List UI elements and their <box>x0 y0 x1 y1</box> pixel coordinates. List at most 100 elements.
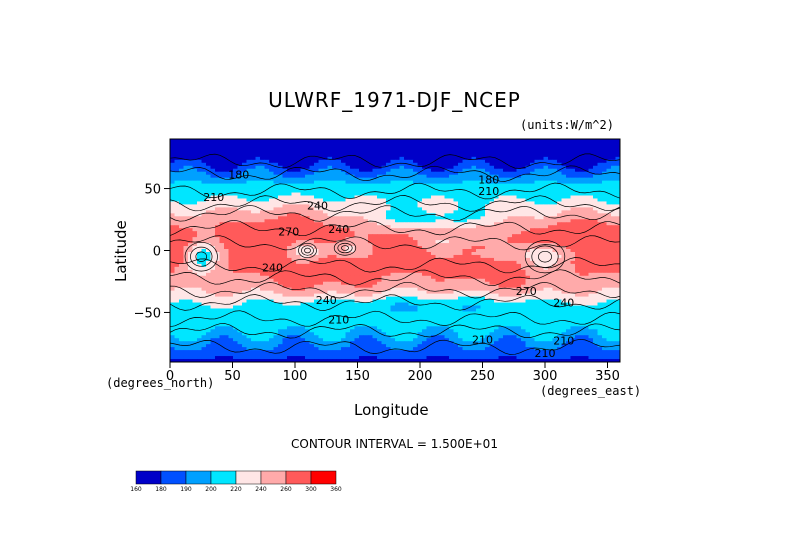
heatmap-cell <box>485 162 490 167</box>
heatmap-cell <box>584 246 589 250</box>
heatmap-cell <box>480 222 486 226</box>
heatmap-cell <box>548 284 553 289</box>
heatmap-cell <box>390 207 396 211</box>
heatmap-cell <box>602 225 607 229</box>
heatmap-cell <box>611 210 616 214</box>
heatmap-cell <box>269 254 274 259</box>
heatmap-cell <box>611 260 616 265</box>
heatmap-cell <box>255 269 261 274</box>
heatmap-cell <box>206 165 211 170</box>
heatmap-cell <box>390 150 396 155</box>
heatmap-cell <box>399 207 405 211</box>
heatmap-cell <box>408 177 414 182</box>
heatmap-cell <box>593 281 598 286</box>
heatmap-cell <box>503 195 508 199</box>
heatmap-cell <box>183 240 189 244</box>
heatmap-cell <box>210 174 216 179</box>
heatmap-cell <box>341 281 346 286</box>
heatmap-cell <box>606 174 612 179</box>
heatmap-cell <box>354 237 360 241</box>
heatmap-cell <box>575 204 580 208</box>
heatmap-cell <box>386 213 391 217</box>
heatmap-cell <box>417 168 423 173</box>
heatmap-cell <box>174 260 180 265</box>
heatmap-cell <box>291 168 297 173</box>
heatmap-cell <box>260 183 265 187</box>
heatmap-cell <box>561 228 567 232</box>
heatmap-cell <box>408 240 414 244</box>
heatmap-cell <box>485 228 490 232</box>
heatmap-cell <box>525 240 531 244</box>
heatmap-cell <box>602 162 607 167</box>
heatmap-cell <box>336 192 342 196</box>
heatmap-cell <box>503 180 508 184</box>
heatmap-cell <box>390 141 396 146</box>
heatmap-cell <box>453 162 459 167</box>
heatmap-cell <box>615 234 620 238</box>
heatmap-cell <box>615 260 620 265</box>
heatmap-cell <box>192 237 198 241</box>
heatmap-cell <box>593 147 598 152</box>
heatmap-cell <box>372 225 378 229</box>
heatmap-cell <box>512 192 517 196</box>
heatmap-cell <box>539 139 544 143</box>
heatmap-cell <box>251 257 256 262</box>
heatmap-cell <box>228 162 234 167</box>
heatmap-cell <box>242 139 247 143</box>
heatmap-cell <box>255 237 261 241</box>
heatmap-cell <box>359 278 364 283</box>
heatmap-cell <box>341 147 346 152</box>
heatmap-cell <box>300 275 306 280</box>
heatmap-cell <box>458 192 463 196</box>
heatmap-cell <box>440 186 445 190</box>
heatmap-cell <box>359 243 364 247</box>
heatmap-cell <box>170 177 175 182</box>
heatmap-cell <box>453 249 459 253</box>
heatmap-cell <box>602 156 607 161</box>
heatmap-cell <box>372 263 378 268</box>
heatmap-cell <box>264 153 270 158</box>
heatmap-cell <box>521 153 526 158</box>
heatmap-cell <box>305 165 310 170</box>
heatmap-cell <box>183 213 189 217</box>
heatmap-cell <box>210 284 216 289</box>
heatmap-cell <box>534 249 540 253</box>
heatmap-cell <box>287 180 292 184</box>
heatmap-cell <box>435 269 441 274</box>
heatmap-cell <box>404 284 409 289</box>
heatmap-cell <box>584 281 589 286</box>
heatmap-cell <box>305 195 310 199</box>
heatmap-cell <box>431 275 436 280</box>
heatmap-cell <box>345 275 351 280</box>
heatmap-cell <box>251 189 256 193</box>
heatmap-cell <box>494 177 499 182</box>
heatmap-cell <box>597 139 603 143</box>
heatmap-cell <box>453 186 459 190</box>
heatmap-cell <box>557 266 562 271</box>
heatmap-cell <box>210 201 216 205</box>
heatmap-cell <box>503 183 508 187</box>
heatmap-cell <box>404 144 409 149</box>
heatmap-cell <box>462 284 468 289</box>
heatmap-cell <box>372 240 378 244</box>
heatmap-cell <box>543 210 549 214</box>
heatmap-cell <box>291 195 297 199</box>
heatmap-cell <box>449 198 454 202</box>
heatmap-cell <box>476 141 481 146</box>
heatmap-cell <box>197 246 202 250</box>
heatmap-cell <box>413 162 418 167</box>
heatmap-cell <box>462 246 468 250</box>
heatmap-cell <box>350 249 355 253</box>
heatmap-cell <box>197 237 202 241</box>
heatmap-cell <box>224 225 229 229</box>
heatmap-cell <box>291 186 297 190</box>
heatmap-cell <box>611 243 616 247</box>
heatmap-cell <box>503 159 508 164</box>
heatmap-cell <box>395 216 400 220</box>
heatmap-cell <box>507 219 513 223</box>
heatmap-cell <box>494 246 499 250</box>
heatmap-cell <box>264 272 270 277</box>
heatmap-cell <box>363 234 369 238</box>
heatmap-cell <box>363 150 369 155</box>
